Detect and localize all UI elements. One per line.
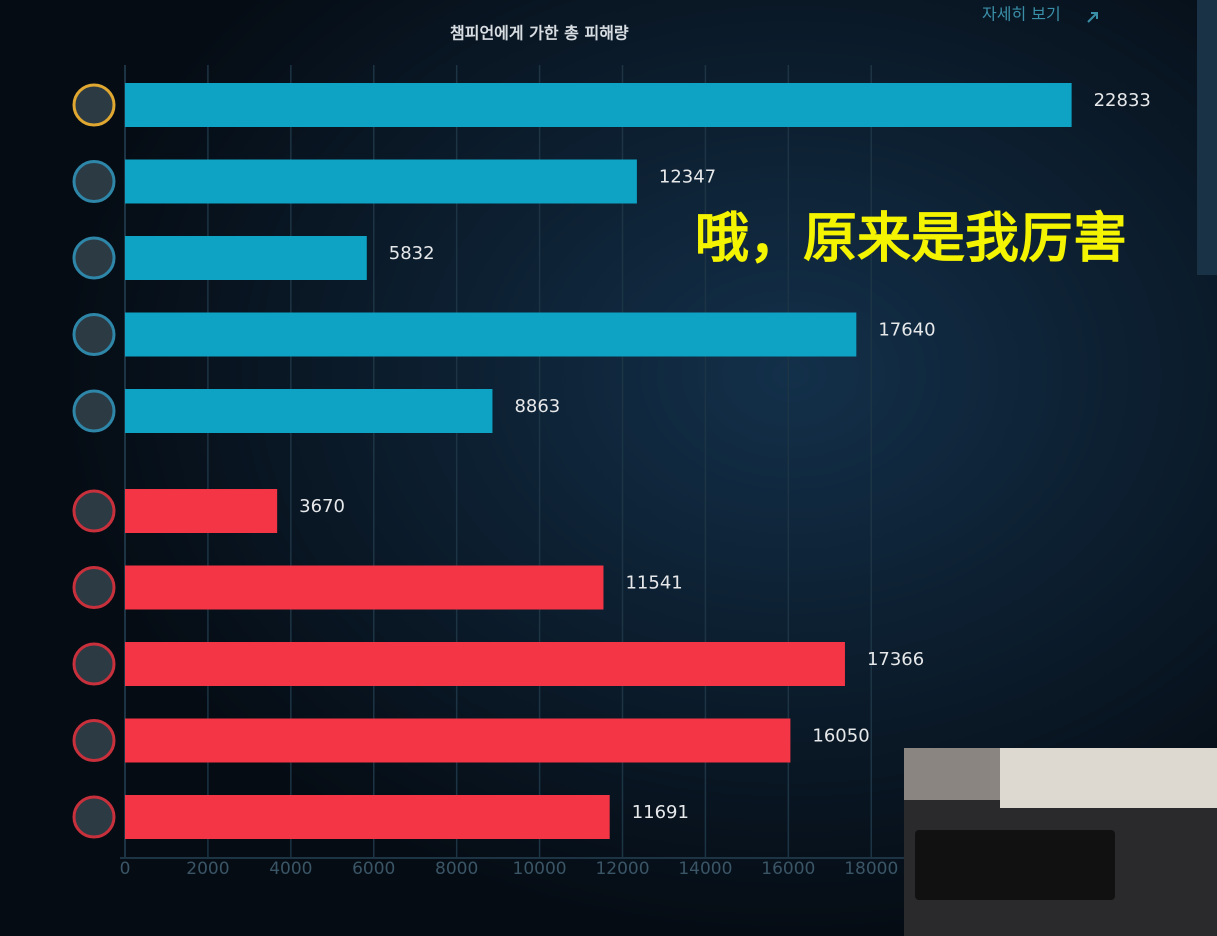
value-label: 11691	[632, 802, 689, 823]
champion-icon	[72, 160, 116, 203]
bar	[125, 236, 367, 280]
value-label: 5832	[389, 243, 435, 264]
champion-icon	[72, 566, 116, 609]
bar	[125, 795, 610, 839]
value-label: 11541	[625, 573, 682, 594]
bar	[125, 83, 1072, 127]
x-tick-label: 14000	[678, 859, 732, 879]
link-arrow	[1087, 12, 1098, 23]
keyboard	[915, 830, 1115, 900]
value-label: 12347	[659, 167, 716, 188]
champion-icon	[72, 795, 116, 839]
x-tick-label: 6000	[352, 859, 395, 879]
bar	[125, 312, 857, 357]
x-tick-label: 12000	[595, 859, 649, 879]
bar	[125, 565, 604, 610]
champion-icon	[72, 642, 116, 686]
champion-icon	[72, 489, 116, 533]
bar	[125, 389, 493, 433]
champion-icon	[72, 236, 116, 280]
champion-icon	[72, 313, 116, 356]
bar	[125, 642, 845, 686]
x-tick-label: 10000	[513, 859, 567, 879]
webcam	[904, 748, 1217, 936]
bar	[125, 718, 791, 763]
champion-icon	[72, 719, 116, 762]
side-panel	[1197, 0, 1217, 275]
overlay-caption: 哦，原来是我厉害	[695, 207, 1127, 270]
champion-icon	[72, 83, 116, 127]
bar	[125, 159, 637, 204]
person	[1000, 748, 1217, 808]
value-label: 3670	[299, 496, 345, 517]
x-tick-label: 16000	[761, 859, 815, 879]
value-label: 17366	[867, 649, 924, 670]
x-tick-label: 8000	[435, 859, 478, 879]
x-tick-label: 2000	[186, 859, 229, 879]
x-tick-label: 0	[120, 859, 131, 879]
chart-title: 챔피언에게 가한 총 피해량	[450, 24, 629, 43]
value-label: 16050	[812, 726, 869, 747]
details-link[interactable]: 자세히 보기	[982, 5, 1061, 24]
x-tick-label: 4000	[269, 859, 312, 879]
value-label: 8863	[514, 396, 560, 417]
value-label: 22833	[1094, 90, 1151, 111]
value-label: 17640	[878, 320, 935, 341]
champion-icon	[72, 389, 116, 433]
bar	[125, 489, 278, 533]
plot: 0 2000 4000 6000 8000 10000 12000 14000 16000 180…	[72, 65, 1151, 879]
x-tick-label: 18000	[844, 859, 898, 879]
